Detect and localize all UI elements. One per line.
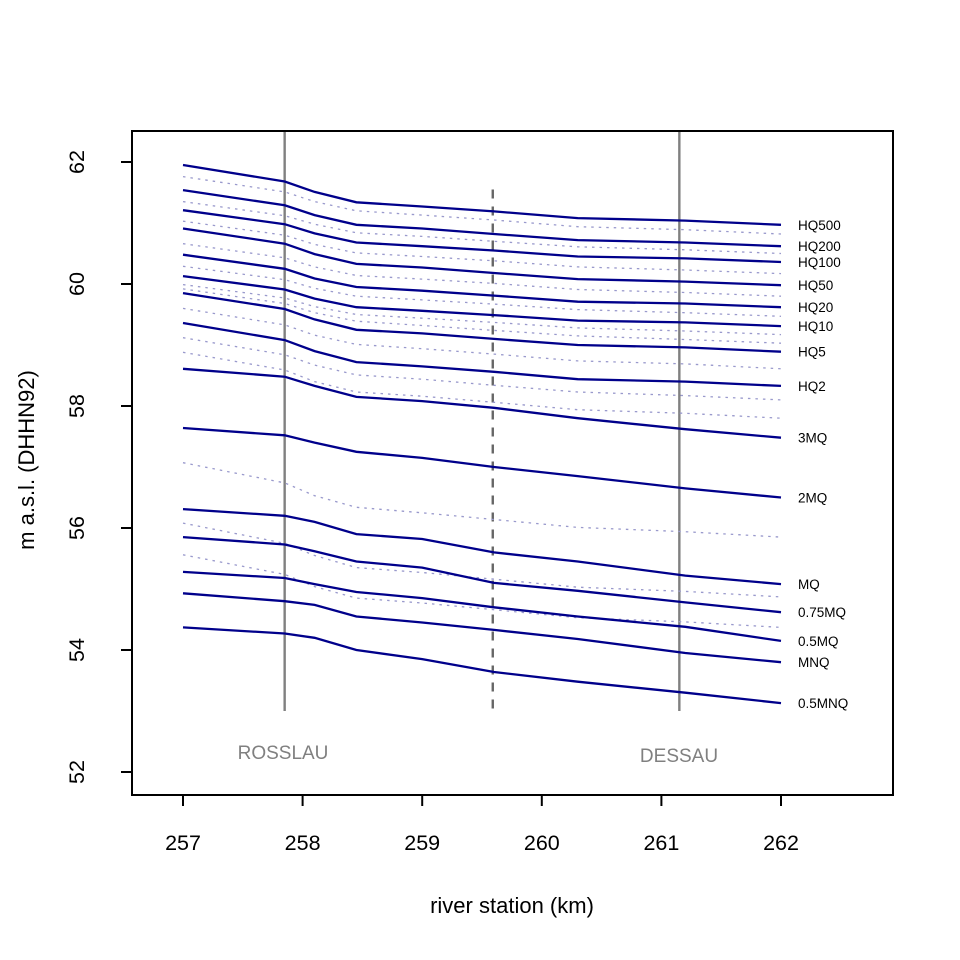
- intermediate-dotted-line: [182, 243, 782, 297]
- x-tick-label: 260: [524, 831, 560, 855]
- series-label-0.5MNQ: 0.5MNQ: [798, 696, 848, 711]
- y-tick-label: 62: [65, 150, 89, 174]
- series-label-HQ10: HQ10: [798, 319, 833, 334]
- x-tick-label: 257: [165, 831, 201, 855]
- intermediate-dotted-line: [182, 337, 782, 401]
- series-label-0.5MQ: 0.5MQ: [798, 634, 839, 649]
- series-line-0.5MQ: [182, 570, 782, 643]
- intermediate-dotted-line: [182, 283, 782, 336]
- series-label-HQ500: HQ500: [798, 218, 841, 233]
- series-line-2MQ: [182, 426, 782, 499]
- intermediate-dotted-line: [182, 175, 782, 235]
- intermediate-dotted-line: [182, 265, 782, 317]
- y-tick-label: 58: [65, 394, 89, 418]
- y-tick-label: 60: [65, 272, 89, 296]
- intermediate-dotted-line: [182, 200, 782, 255]
- series-label-MQ: MQ: [798, 577, 820, 592]
- x-tick-label: 258: [285, 831, 321, 855]
- y-tick-label: 56: [65, 516, 89, 540]
- plot-border: [131, 130, 894, 796]
- y-tick-label: 54: [65, 638, 89, 662]
- series-line-HQ200: [182, 188, 782, 248]
- intermediate-dotted-line: [182, 351, 782, 419]
- series-line-HQ10: [182, 274, 782, 328]
- y-tick-label: 52: [65, 760, 89, 784]
- series-line-0.5MNQ: [182, 626, 782, 705]
- series-line-MQ: [182, 507, 782, 586]
- series-line-HQ50: [182, 227, 782, 287]
- series-label-0.75MQ: 0.75MQ: [798, 605, 846, 620]
- series-label-3MQ: 3MQ: [798, 431, 827, 446]
- series-label-HQ2: HQ2: [798, 379, 826, 394]
- intermediate-dotted-line: [182, 307, 782, 370]
- series-label-MNQ: MNQ: [798, 655, 830, 670]
- intermediate-dotted-line: [182, 220, 782, 275]
- x-tick-label: 259: [404, 831, 440, 855]
- dessau-label: DESSAU: [640, 746, 718, 767]
- series-label-2MQ: 2MQ: [798, 491, 827, 506]
- series-label-HQ50: HQ50: [798, 278, 833, 293]
- x-axis-title: river station (km): [430, 893, 594, 918]
- intermediate-dotted-line: [182, 522, 782, 598]
- series-label-HQ200: HQ200: [798, 239, 841, 254]
- series-line-MNQ: [182, 592, 782, 664]
- intermediate-dotted-line: [182, 462, 782, 538]
- series-label-HQ5: HQ5: [798, 345, 826, 360]
- series-line-HQ500: [182, 163, 782, 226]
- intermediate-dotted-line: [182, 288, 782, 344]
- series-line-HQ5: [182, 291, 782, 353]
- series-line-HQ100: [182, 209, 782, 264]
- x-tick-label: 261: [643, 831, 679, 855]
- rosslau-label: ROSSLAU: [238, 743, 329, 764]
- x-tick-label: 262: [763, 831, 799, 855]
- y-axis-title: m a.s.l. (DHHN92): [14, 370, 39, 550]
- intermediate-dotted-line: [182, 554, 782, 629]
- series-line-HQ20: [182, 253, 782, 309]
- series-line-0.75MQ: [182, 535, 782, 614]
- series-label-HQ20: HQ20: [798, 300, 833, 315]
- series-label-HQ100: HQ100: [798, 255, 841, 270]
- series-line-HQ2: [182, 321, 782, 388]
- series-line-3MQ: [182, 367, 782, 439]
